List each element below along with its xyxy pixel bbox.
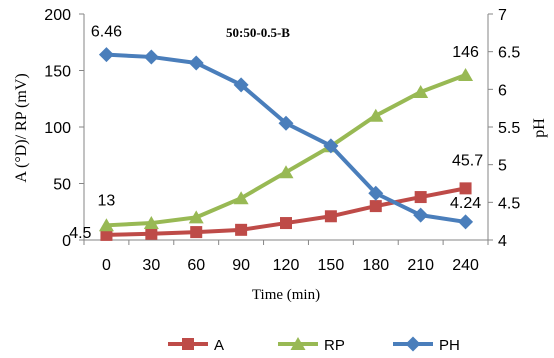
series-ph-point <box>143 49 159 65</box>
data-label-rp: 13 <box>98 192 116 209</box>
x-tick-label: 30 <box>142 257 160 274</box>
series-a-point <box>459 182 472 195</box>
data-label-a: 45.7 <box>452 152 483 169</box>
series-ph-point <box>458 214 474 230</box>
series-a-point <box>190 226 203 239</box>
legend-item-a: A <box>168 337 224 354</box>
series-rp-point <box>188 210 204 224</box>
y-tick-right-label: 6.5 <box>498 45 520 62</box>
y-tick-left-label: 100 <box>44 120 71 137</box>
legend-item-rp: RP <box>278 337 345 354</box>
series-ph-point <box>323 138 339 154</box>
series-a-point <box>324 210 337 223</box>
series-ph-point <box>413 207 429 223</box>
series-rp-point <box>233 191 249 205</box>
y-tick-left-label: 150 <box>44 64 71 81</box>
legend-label-ph: PH <box>439 337 460 354</box>
y-tick-right-label: 4 <box>498 233 507 250</box>
y-tick-left-label: 200 <box>44 7 71 24</box>
x-tick-label: 150 <box>318 257 345 274</box>
series-ph-point <box>98 47 114 63</box>
series-ph-point <box>368 185 384 201</box>
series-rp-line <box>106 73 467 228</box>
series-a-point <box>280 217 292 230</box>
series-rp <box>98 68 474 232</box>
y-axis-right-label: pH <box>531 118 548 138</box>
y-tick-right-label: 5 <box>498 158 507 175</box>
series-a <box>100 182 472 241</box>
chart-title: 50:50-0.5-B <box>226 25 290 40</box>
series-a-point <box>414 191 427 204</box>
series-rp-point <box>98 218 114 232</box>
series-rp-point <box>458 68 474 82</box>
y-tick-right-label: 7 <box>498 7 507 24</box>
series-ph-point <box>188 55 204 71</box>
x-tick-label: 0 <box>102 257 111 274</box>
series-a-point <box>235 223 248 236</box>
series-ph <box>98 47 474 230</box>
x-tick-label: 120 <box>273 257 300 274</box>
y-tick-left-label: 0 <box>62 233 71 250</box>
y-tick-left-label: 50 <box>53 177 71 194</box>
y-tick-right-label: 6 <box>498 82 507 99</box>
series-rp-point <box>368 108 384 122</box>
legend-label-rp: RP <box>324 337 345 354</box>
series-ph-point <box>233 77 249 93</box>
y-tick-right-label: 4.5 <box>498 195 520 212</box>
legend-marker-a <box>182 338 194 350</box>
x-tick-label: 90 <box>232 257 250 274</box>
series-ph-point <box>278 115 294 131</box>
data-label-ph: 6.46 <box>91 24 122 41</box>
data-label-ph: 4.24 <box>450 195 481 212</box>
legend-item-ph: PH <box>393 336 460 354</box>
legend-label-a: A <box>214 337 224 354</box>
series-a-point <box>369 200 382 213</box>
x-tick-label: 240 <box>452 257 479 274</box>
x-tick-label: 180 <box>362 257 389 274</box>
legend-marker-rp <box>290 337 306 350</box>
y-tick-right-label: 5.5 <box>498 120 520 137</box>
data-label-a: 4.5 <box>69 225 91 242</box>
legend-marker-ph <box>405 336 421 352</box>
x-tick-label: 60 <box>187 257 205 274</box>
x-tick-label: 210 <box>407 257 434 274</box>
x-axis-label: Time (min) <box>252 287 320 303</box>
y-axis-left-label: A (°D)/ RP (mV) <box>13 73 30 182</box>
series-a-point <box>145 227 158 240</box>
series-rp-point <box>413 84 429 98</box>
data-label-rp: 146 <box>452 44 479 61</box>
series-a-point <box>100 228 113 241</box>
series-rp-point <box>278 165 294 179</box>
series-rp-point <box>143 216 159 230</box>
